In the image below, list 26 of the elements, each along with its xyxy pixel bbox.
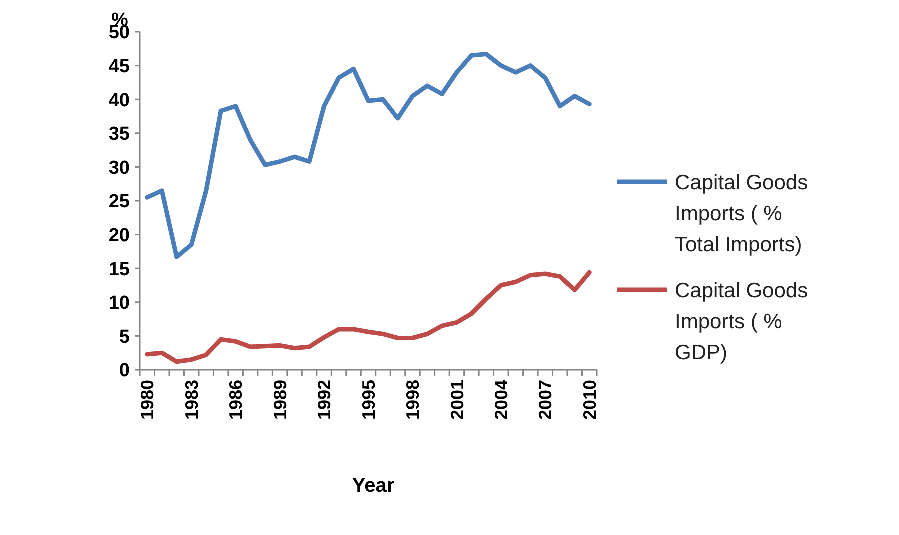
x-axis-title: Year [352,475,395,497]
x-tick-label: 1989 [270,380,290,420]
legend-label: Capital Goods Imports ( % Total Imports) [675,171,808,256]
y-tick-label: 30 [108,158,130,179]
x-tick-label: 1998 [403,380,424,420]
x-tick-label: 1986 [226,380,246,420]
line-series [145,270,592,364]
x-tick-label: 2007 [536,380,556,420]
legend-label: Capital Goods Imports ( % GDP) [675,279,808,364]
y-tick-label: 45 [108,56,130,78]
x-tick-label: 1995 [358,380,379,420]
x-tick-label: 2010 [580,380,600,420]
y-tick-label: 5 [119,326,130,348]
x-tick-label: 1980 [138,380,158,420]
x-tick-label: 1992 [314,380,335,420]
y-tick-label: 40 [108,90,130,112]
y-tick-label: 10 [108,293,130,314]
x-tick-label: 2004 [491,380,512,420]
x-tick-label: 1983 [182,380,202,420]
y-tick-label: 15 [108,259,130,280]
line-series [145,52,592,260]
y-tick-label: 0 [119,360,130,382]
y-tick-label: 20 [108,225,130,246]
y-tick-label: 35 [108,124,130,146]
x-tick-label: 2001 [447,380,468,420]
y-tick-label: 25 [108,192,130,213]
